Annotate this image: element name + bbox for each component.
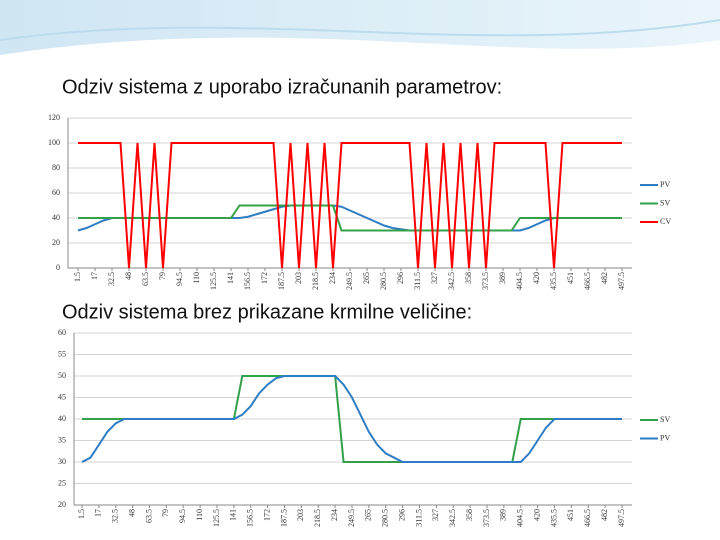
x-tick-label: 373.5 xyxy=(481,272,490,290)
x-tick-label: 110 xyxy=(195,509,204,521)
x-tick-label: 94.5 xyxy=(178,509,187,523)
legend-label: SV xyxy=(660,415,670,424)
y-tick-label: 20 xyxy=(52,238,60,247)
x-tick-label: 63.5 xyxy=(141,272,150,286)
x-tick-label: 141 xyxy=(229,509,238,521)
x-tick-label: 63.5 xyxy=(144,509,153,523)
x-tick-label: 311.5 xyxy=(414,509,423,527)
x-tick-label: 79 xyxy=(158,272,167,280)
y-tick-label: 120 xyxy=(48,113,60,122)
x-tick-label: 32.5 xyxy=(107,272,116,286)
y-tick-label: 60 xyxy=(52,188,60,197)
x-tick-label: 265 xyxy=(362,272,371,284)
x-tick-label: 1.5 xyxy=(77,509,86,519)
x-tick-label: 327 xyxy=(431,509,440,521)
x-tick-label: 203 xyxy=(294,272,303,284)
x-tick-label: 342.5 xyxy=(447,272,456,290)
data-line xyxy=(81,375,622,463)
x-tick-label: 451 xyxy=(566,509,575,521)
chart-title: Odziv sistema z uporabo izračunanih para… xyxy=(62,76,502,98)
y-tick-label: 80 xyxy=(52,163,60,172)
x-tick-label: 234 xyxy=(328,272,337,284)
x-tick-label: 187.5 xyxy=(277,272,286,290)
x-tick-label: 327 xyxy=(430,272,439,284)
x-tick-label: 265 xyxy=(364,509,373,521)
x-tick-label: 218.5 xyxy=(311,272,320,290)
x-tick-label: 156.5 xyxy=(243,272,252,290)
x-tick-label: 389 xyxy=(498,272,507,284)
x-tick-label: 342.5 xyxy=(448,509,457,527)
y-tick-label: 40 xyxy=(52,213,60,222)
x-tick-label: 249.5 xyxy=(347,509,356,527)
legend-label: CV xyxy=(660,217,671,226)
y-tick-label: 60 xyxy=(58,328,66,337)
x-tick-label: 218.5 xyxy=(313,509,322,527)
legend-label: PV xyxy=(660,180,670,189)
x-tick-label: 125.5 xyxy=(209,272,218,290)
y-tick-label: 30 xyxy=(58,457,66,466)
x-tick-label: 17 xyxy=(94,509,103,517)
x-tick-label: 466.5 xyxy=(583,509,592,527)
y-tick-label: 25 xyxy=(58,478,66,487)
x-tick-label: 94.5 xyxy=(175,272,184,286)
x-tick-label: 110 xyxy=(192,272,201,284)
x-tick-label: 466.5 xyxy=(583,272,592,290)
y-tick-label: 45 xyxy=(58,392,66,401)
x-tick-label: 358 xyxy=(464,272,473,284)
x-tick-label: 420 xyxy=(532,509,541,521)
y-tick-label: 0 xyxy=(56,263,60,272)
data-line xyxy=(78,142,622,269)
x-tick-label: 497.5 xyxy=(617,272,626,290)
x-tick-label: 482 xyxy=(600,272,609,284)
legend-label: PV xyxy=(660,433,670,442)
x-tick-label: 482 xyxy=(600,509,609,521)
x-tick-label: 172 xyxy=(262,509,271,521)
x-tick-label: 435.5 xyxy=(549,509,558,527)
y-tick-label: 35 xyxy=(58,435,66,444)
y-tick-label: 40 xyxy=(58,414,66,423)
x-tick-label: 420 xyxy=(532,272,541,284)
x-tick-label: 451 xyxy=(566,272,575,284)
x-tick-label: 373.5 xyxy=(482,509,491,527)
x-tick-label: 48 xyxy=(124,272,133,280)
data-line xyxy=(78,204,622,232)
x-tick-label: 187.5 xyxy=(279,509,288,527)
x-tick-label: 280.5 xyxy=(379,272,388,290)
x-tick-label: 311.5 xyxy=(413,272,422,290)
x-tick-label: 1.5 xyxy=(73,272,82,282)
x-tick-label: 17 xyxy=(90,272,99,280)
x-tick-label: 435.5 xyxy=(549,272,558,290)
x-tick-label: 156.5 xyxy=(246,509,255,527)
x-tick-label: 203 xyxy=(296,509,305,521)
x-tick-label: 141 xyxy=(226,272,235,284)
y-tick-label: 20 xyxy=(58,500,66,509)
x-tick-label: 48 xyxy=(127,509,136,517)
x-tick-label: 79 xyxy=(161,509,170,517)
x-tick-label: 280.5 xyxy=(381,509,390,527)
x-tick-label: 404.5 xyxy=(515,272,524,290)
y-tick-label: 55 xyxy=(58,349,66,358)
legend-label: SV xyxy=(660,198,670,207)
x-tick-label: 234 xyxy=(330,509,339,521)
x-tick-label: 125.5 xyxy=(212,509,221,527)
x-tick-label: 358 xyxy=(465,509,474,521)
x-tick-label: 296 xyxy=(397,509,406,521)
y-tick-label: 50 xyxy=(58,371,66,380)
x-tick-label: 172 xyxy=(260,272,269,284)
chart-title: Odziv sistema brez prikazane krmilne vel… xyxy=(62,301,472,323)
x-tick-label: 296 xyxy=(396,272,405,284)
header-curve xyxy=(0,19,720,41)
x-tick-label: 404.5 xyxy=(516,509,525,527)
y-tick-label: 100 xyxy=(48,138,60,147)
x-tick-label: 389 xyxy=(499,509,508,521)
x-tick-label: 249.5 xyxy=(345,272,354,290)
header-swoosh xyxy=(0,0,720,55)
x-tick-label: 497.5 xyxy=(617,509,626,527)
x-tick-label: 32.5 xyxy=(111,509,120,523)
